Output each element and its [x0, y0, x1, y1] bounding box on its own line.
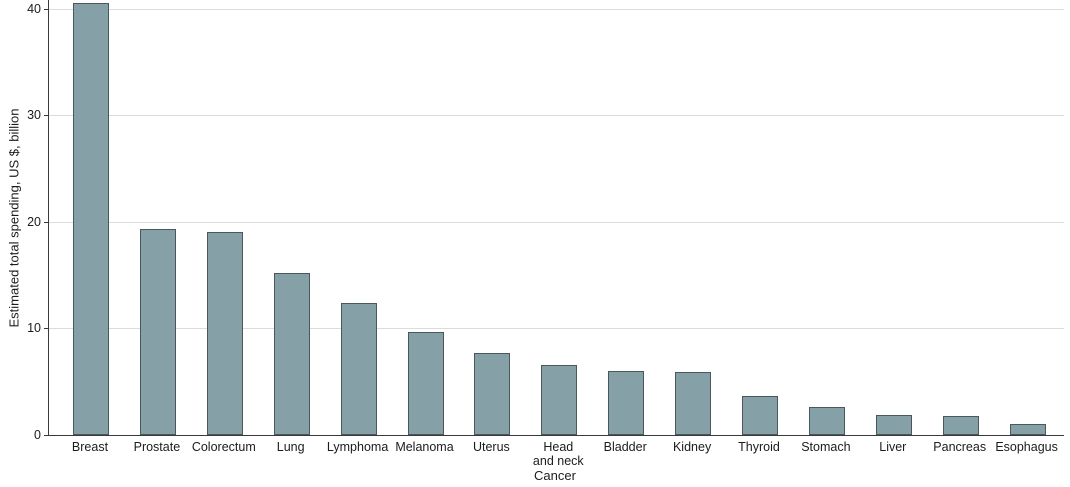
- x-tick-label-esophagus: Esophagus: [995, 440, 1058, 454]
- bar-prostate: [139, 229, 176, 435]
- bar-bladder: [608, 371, 645, 435]
- y-tick-label-0: 0: [34, 428, 41, 442]
- y-tick-label-20: 20: [27, 214, 41, 229]
- bar-colorectum: [206, 232, 243, 435]
- bar-uterus: [474, 352, 511, 435]
- gridline-y30: [49, 115, 1064, 117]
- y-axis: 0 10 20 30 40: [0, 0, 44, 442]
- y-tick-mark-20: [44, 221, 49, 223]
- x-tick-label-bladder: Bladder: [603, 440, 647, 454]
- y-tick-label-30: 30: [27, 108, 41, 123]
- x-axis-title: Cancer: [534, 468, 576, 483]
- gridline-y40: [49, 8, 1064, 10]
- bar-stomach: [808, 407, 845, 435]
- x-tick-label-breast: Breast: [71, 440, 109, 454]
- y-tick-label-40: 40: [27, 1, 41, 16]
- bar-head-and-neck: [541, 364, 578, 435]
- x-tick-label-prostate: Prostate: [133, 440, 181, 454]
- y-tick-label-10: 10: [27, 321, 41, 336]
- x-tick-label-thyroid: Thyroid: [738, 440, 780, 454]
- bar-breast: [73, 3, 109, 435]
- x-tick-label-liver: Liver: [879, 440, 907, 454]
- gridline-y20: [49, 221, 1064, 223]
- x-tick-label-kidney: Kidney: [672, 440, 712, 454]
- x-tick-label-uterus: Uterus: [472, 440, 510, 454]
- x-tick-label-melanoma: Melanoma: [395, 440, 454, 454]
- y-tick-mark-30: [44, 115, 49, 117]
- bar-lung: [273, 272, 310, 435]
- bar-liver: [875, 414, 912, 435]
- x-tick-label-pancreas: Pancreas: [933, 440, 987, 454]
- bar-lymphoma: [340, 302, 377, 435]
- x-tick-label-colorectum: Colorectum: [191, 440, 256, 454]
- bar-thyroid: [742, 395, 778, 435]
- x-tick-label-lymphoma: Lymphoma: [326, 440, 389, 454]
- plot-area: [48, 0, 1064, 436]
- bar-kidney: [675, 372, 712, 435]
- bar-pancreas: [942, 415, 979, 435]
- y-tick-mark-40: [44, 8, 49, 10]
- x-tick-label-lung: Lung: [276, 440, 305, 454]
- x-tick-label-head-and-neck: Head and neck: [532, 440, 584, 468]
- x-tick-label-stomach: Stomach: [801, 440, 851, 454]
- y-tick-mark-0: [44, 435, 49, 436]
- bar-melanoma: [407, 331, 444, 435]
- bar-esophagus: [1009, 424, 1046, 435]
- gridline-y10: [49, 328, 1064, 330]
- y-tick-mark-10: [44, 328, 49, 330]
